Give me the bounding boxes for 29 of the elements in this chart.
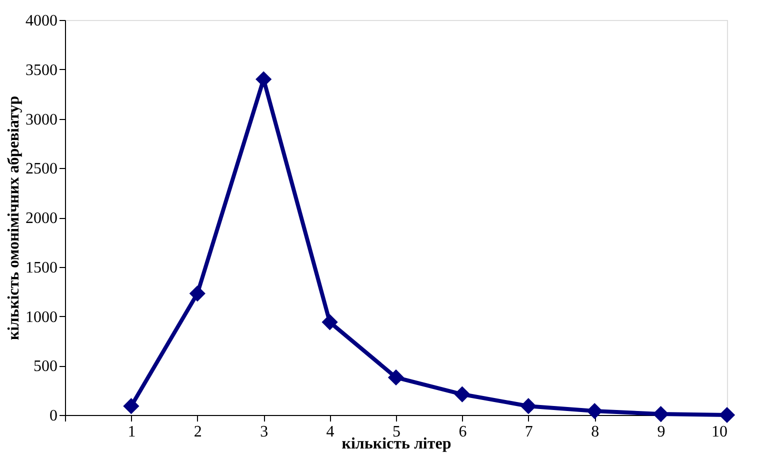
y-axis-title: кількість омонімічних абревіатур [6,96,22,340]
y-tick-label: 1000 [26,308,58,326]
y-tick-label: 500 [34,358,58,376]
point [189,285,206,302]
y-tick-label: 1500 [26,259,58,276]
y-tick-label: 3500 [26,62,58,79]
x-tick-label: 1 [128,424,136,440]
point [652,406,669,422]
x-tick-label: 9 [657,424,666,440]
point [454,386,470,402]
x-tick-label: 3 [260,424,268,440]
x-tick-label: 10 [712,424,728,440]
point [718,406,736,424]
point [256,71,272,88]
x-tick-label: 6 [458,424,467,440]
y-tick-label: 2500 [26,160,58,178]
x-tick-label: 8 [591,424,600,440]
x-tick-label: 2 [194,424,202,440]
y-tick-label: 4000 [26,12,58,30]
point [388,369,404,386]
point [123,398,140,414]
point [322,314,338,330]
point [586,402,603,420]
y-tick-label: 3000 [26,111,58,128]
point [520,398,536,414]
y-tick-label: 2000 [26,210,58,227]
y-tick-label: 0 [50,408,58,424]
x-tick-label: 4 [326,424,334,440]
x-tick-label: 7 [524,424,533,440]
